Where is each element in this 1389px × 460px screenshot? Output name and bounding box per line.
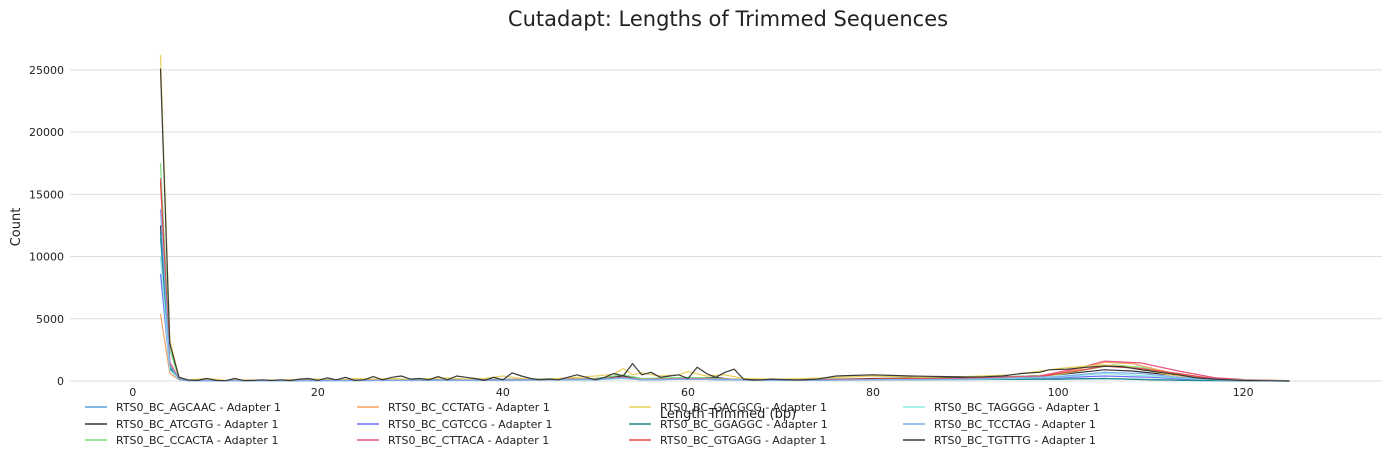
legend-item[interactable]: RTS0_BC_TGTTTG - Adapter 1 (903, 434, 1096, 447)
y-axis-ticks: 0 5000 10000 15000 20000 25000 (29, 64, 64, 388)
series-line-11[interactable] (159, 209, 1290, 382)
legend-label: RTS0_BC_CCTATG - Adapter 1 (388, 401, 550, 414)
legend-label: RTS0_BC_TGTTTG - Adapter 1 (934, 434, 1096, 447)
legend-label: RTS0_BC_CCACTA - Adapter 1 (116, 434, 278, 447)
x-axis-ticks: 0 20 40 60 80 100 120 (129, 386, 1253, 399)
legend-item[interactable]: RTS0_BC_CCACTA - Adapter 1 (85, 434, 278, 447)
x-tick-label: 100 (1048, 386, 1069, 399)
legend-label: RTS0_BC_TAGGGG - Adapter 1 (934, 401, 1100, 414)
x-tick-label: 80 (866, 386, 880, 399)
legend-item[interactable]: RTS0_BC_TCCTAG - Adapter 1 (903, 418, 1096, 431)
legend-item[interactable]: RTS0_BC_GGAGGC - Adapter 1 (629, 418, 828, 431)
y-axis-label: Count (9, 208, 24, 247)
legend-label: RTS0_BC_TCCTAG - Adapter 1 (934, 418, 1096, 431)
series-lines (159, 54, 1290, 382)
legend-label: RTS0_BC_GACGCG - Adapter 1 (660, 401, 827, 414)
legend-item[interactable]: RTS0_BC_TAGGGG - Adapter 1 (903, 401, 1100, 414)
legend-item[interactable]: RTS0_BC_ATCGTG - Adapter 1 (85, 418, 278, 431)
legend-label: RTS0_BC_CGTCCG - Adapter 1 (388, 418, 552, 431)
y-tick-label: 10000 (29, 251, 64, 264)
y-tick-label: 5000 (36, 313, 64, 326)
series-line-2[interactable] (159, 225, 1290, 382)
series-line-12[interactable] (159, 68, 1290, 382)
legend-item[interactable]: RTS0_BC_CGTCCG - Adapter 1 (357, 418, 552, 431)
legend-label: RTS0_BC_CTTACA - Adapter 1 (388, 434, 549, 447)
legend-label: RTS0_BC_ATCGTG - Adapter 1 (116, 418, 278, 431)
legend-label: RTS0_BC_GGAGGC - Adapter 1 (660, 418, 828, 431)
y-tick-label: 0 (57, 375, 64, 388)
legend-item[interactable]: RTS0_BC_AGCAAC - Adapter 1 (85, 401, 281, 414)
x-tick-label: 20 (311, 386, 325, 399)
x-tick-label: 40 (496, 386, 510, 399)
y-tick-label: 20000 (29, 126, 64, 139)
legend-item[interactable]: RTS0_BC_GTGAGG - Adapter 1 (629, 434, 826, 447)
series-line-8[interactable] (159, 231, 1290, 382)
legend-item[interactable]: RTS0_BC_GACGCG - Adapter 1 (629, 401, 827, 414)
series-line-9[interactable] (159, 181, 1290, 382)
legend-item[interactable]: RTS0_BC_CTTACA - Adapter 1 (357, 434, 549, 447)
legend-label: RTS0_BC_AGCAAC - Adapter 1 (116, 401, 281, 414)
y-tick-label: 25000 (29, 64, 64, 77)
gridlines (70, 69, 1382, 382)
y-tick-label: 15000 (29, 188, 64, 201)
x-axis-label: Length Trimmed (bp) (660, 407, 796, 422)
x-tick-label: 120 (1233, 386, 1254, 399)
x-tick-label: 0 (129, 386, 136, 399)
legend[interactable]: RTS0_BC_AGCAAC - Adapter 1 RTS0_BC_ATCGTG… (85, 401, 1100, 447)
series-line-7[interactable] (159, 54, 1290, 382)
x-tick-label: 60 (681, 386, 695, 399)
series-line-3[interactable] (159, 163, 1290, 382)
legend-label: RTS0_BC_GTGAGG - Adapter 1 (660, 434, 826, 447)
legend-item[interactable]: RTS0_BC_CCTATG - Adapter 1 (357, 401, 550, 414)
series-line-1[interactable] (159, 237, 1290, 382)
series-line-6[interactable] (159, 178, 1290, 382)
chart-title: Cutadapt: Lengths of Trimmed Sequences (508, 7, 948, 31)
